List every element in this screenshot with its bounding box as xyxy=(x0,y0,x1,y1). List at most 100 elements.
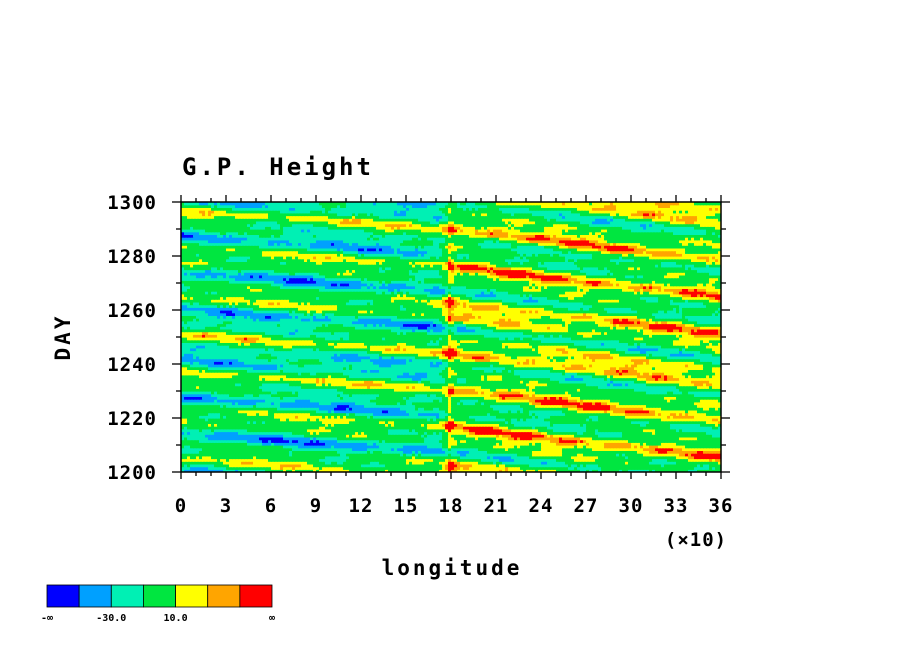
contour-cell xyxy=(514,466,518,470)
contour-cell xyxy=(715,436,719,441)
contour-cell xyxy=(628,423,632,427)
contour-cell xyxy=(499,466,503,470)
contour-cell xyxy=(196,434,200,438)
contour-cell xyxy=(361,436,365,441)
contour-cell xyxy=(409,431,413,435)
contour-cell xyxy=(655,455,659,460)
contour-cell xyxy=(277,450,281,454)
contour-cell xyxy=(484,439,488,443)
contour-cell xyxy=(190,469,194,472)
contour-cell xyxy=(436,461,440,465)
contour-cell xyxy=(715,455,719,460)
contour-cell xyxy=(700,445,704,449)
contour-cell xyxy=(268,450,272,454)
contour-cell xyxy=(649,461,653,465)
contour-cell xyxy=(340,450,344,454)
contour-cell xyxy=(415,423,419,427)
contour-cell xyxy=(481,469,485,472)
contour-cell xyxy=(496,439,500,443)
contour-cell xyxy=(580,431,584,435)
contour-cell xyxy=(688,434,692,438)
contour-cell xyxy=(238,439,242,443)
contour-cell xyxy=(301,450,305,454)
contour-cell xyxy=(712,434,716,438)
contour-cell xyxy=(496,466,500,470)
contour-cell xyxy=(214,436,218,441)
contour-cell xyxy=(307,434,311,438)
contour-cell xyxy=(376,431,380,435)
contour-cell xyxy=(379,469,383,472)
contour-cell xyxy=(493,426,497,430)
contour-cell xyxy=(607,439,611,443)
contour-cell xyxy=(307,426,311,430)
contour-cell xyxy=(676,426,680,430)
contour-cell xyxy=(691,439,695,443)
contour-cell xyxy=(502,431,506,435)
contour-cell xyxy=(565,458,569,462)
contour-cell xyxy=(328,439,332,443)
contour-cell xyxy=(274,431,278,435)
contour-cell xyxy=(523,458,527,462)
contour-cell xyxy=(415,463,419,468)
contour-cell xyxy=(670,426,674,430)
contour-cell xyxy=(328,442,332,446)
contour-cell xyxy=(331,426,335,430)
contour-cell xyxy=(670,434,674,438)
contour-cell xyxy=(652,450,656,454)
contour-cell xyxy=(349,453,353,457)
contour-cell xyxy=(421,466,425,470)
contour-cell xyxy=(619,458,623,462)
contour-cell xyxy=(316,423,320,427)
contour-cell xyxy=(391,458,395,462)
contour-cell xyxy=(520,445,524,449)
contour-cell xyxy=(466,447,470,451)
contour-cell xyxy=(403,426,407,430)
contour-cell xyxy=(364,445,368,449)
contour-cell xyxy=(568,431,572,435)
contour-cell xyxy=(334,453,338,457)
contour-cell xyxy=(538,439,542,443)
contour-cell xyxy=(664,453,668,457)
contour-cell xyxy=(604,461,608,465)
contour-cell xyxy=(379,423,383,427)
contour-cell xyxy=(313,439,317,443)
contour-cell xyxy=(424,431,428,435)
contour-cell xyxy=(655,428,659,433)
contour-cell xyxy=(289,434,293,438)
contour-cell xyxy=(499,423,503,427)
contour-cell xyxy=(220,423,224,427)
contour-cell xyxy=(241,466,245,470)
contour-cell xyxy=(565,461,569,465)
contour-cell xyxy=(379,436,383,441)
contour-cell xyxy=(586,461,590,465)
contour-cell xyxy=(709,461,713,465)
contour-cell xyxy=(652,447,656,451)
contour-cell xyxy=(238,469,242,472)
contour-cell xyxy=(364,439,368,443)
contour-cell xyxy=(535,420,539,424)
contour-cell xyxy=(430,428,434,433)
contour-cell xyxy=(673,423,677,427)
contour-cell xyxy=(640,445,644,449)
contour-cell xyxy=(277,469,281,472)
contour-cell xyxy=(574,461,578,465)
contour-cell xyxy=(613,461,617,465)
contour-cell xyxy=(346,439,350,443)
contour-cell xyxy=(220,469,224,472)
contour-cell xyxy=(598,466,602,470)
contour-cell xyxy=(403,428,407,433)
contour-cell xyxy=(685,423,689,427)
contour-cell xyxy=(304,469,308,472)
contour-cell xyxy=(547,434,551,438)
contour-cell xyxy=(280,466,284,470)
contour-cell xyxy=(229,466,233,470)
contour-cell xyxy=(205,428,209,433)
contour-cell xyxy=(199,431,203,435)
contour-cell xyxy=(604,434,608,438)
contour-cell xyxy=(523,445,527,449)
contour-cell xyxy=(631,455,635,460)
contour-cell xyxy=(388,436,392,441)
contour-cell xyxy=(214,450,218,454)
contour-cell xyxy=(589,469,593,472)
contour-cell xyxy=(310,458,314,462)
